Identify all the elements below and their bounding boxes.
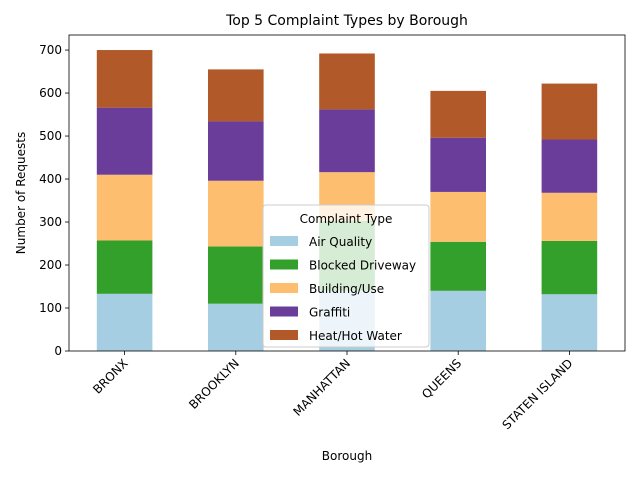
bar-segment-queens-2 bbox=[430, 191, 486, 242]
bar-segment-manhattan-4 bbox=[319, 53, 375, 110]
legend-swatch bbox=[270, 259, 298, 270]
y-tick-label: 400 bbox=[39, 172, 62, 186]
y-tick-label: 600 bbox=[39, 86, 62, 100]
legend-label: Air Quality bbox=[309, 235, 372, 249]
x-tick-label: BRONX bbox=[90, 356, 130, 396]
bar-segment-bronx-2 bbox=[96, 174, 153, 241]
y-tick-label: 100 bbox=[39, 301, 62, 315]
bar-segment-brooklyn-1 bbox=[208, 246, 264, 304]
bar-segment-manhattan-3 bbox=[319, 109, 375, 173]
bar-segment-bronx-0 bbox=[96, 293, 153, 351]
x-tick-label: BROOKLYN bbox=[186, 356, 242, 412]
bar-segment-brooklyn-0 bbox=[208, 303, 264, 351]
legend-label: Heat/Hot Water bbox=[309, 329, 402, 343]
y-axis: 0 100 200 300 400 500 600 700 bbox=[39, 43, 69, 358]
bar-segment-brooklyn-4 bbox=[208, 69, 264, 122]
bar-segment-brooklyn-3 bbox=[208, 121, 264, 181]
y-tick-label: 300 bbox=[39, 215, 62, 229]
x-tick-label: QUEENS bbox=[419, 356, 464, 401]
bar-segment-brooklyn-2 bbox=[208, 180, 264, 247]
bar-segment-staten-island-2 bbox=[541, 192, 598, 241]
bar-segment-queens-4 bbox=[430, 90, 486, 138]
plot-frame bbox=[68, 34, 626, 352]
bar-segment-staten-island-3 bbox=[541, 139, 598, 193]
y-tick-label: 700 bbox=[39, 43, 62, 57]
legend-title: Complaint Type bbox=[300, 212, 393, 226]
legend-label: Graffiti bbox=[309, 306, 350, 320]
bar-segment-staten-island-1 bbox=[541, 240, 598, 295]
bar-segment-staten-island-0 bbox=[541, 294, 598, 351]
chart-title: Top 5 Complaint Types by Borough bbox=[225, 13, 468, 29]
bar-segment-staten-island-4 bbox=[541, 83, 598, 140]
y-tick-label: 500 bbox=[39, 129, 62, 143]
legend-swatch bbox=[270, 306, 298, 317]
y-tick-label: 0 bbox=[54, 344, 62, 358]
legend-swatch bbox=[270, 236, 298, 246]
bar-segment-bronx-1 bbox=[96, 240, 153, 294]
bar-segment-bronx-3 bbox=[96, 107, 153, 175]
x-tick-label: MANHATTAN bbox=[291, 356, 354, 419]
bar-segment-queens-1 bbox=[430, 241, 486, 291]
bar-segment-queens-0 bbox=[430, 290, 486, 351]
x-axis-title: Borough bbox=[322, 449, 372, 463]
legend-box bbox=[262, 204, 430, 348]
x-tick-label: STATEN ISLAND bbox=[499, 356, 575, 432]
legend: Complaint Type Air Quality Blocked Drivewa… bbox=[262, 204, 430, 348]
y-tick-label: 200 bbox=[39, 258, 62, 272]
legend-swatch bbox=[270, 330, 298, 340]
legend-label: Blocked Driveway bbox=[309, 259, 416, 273]
bar-segment-queens-3 bbox=[430, 137, 486, 192]
y-axis-title: Number of Requests bbox=[14, 132, 28, 254]
legend-label: Building/Use bbox=[309, 282, 384, 296]
x-axis: BRONX BROOKLYN MANHATTAN QUEENS STATEN ISLAN… bbox=[90, 351, 576, 432]
bar-segment-bronx-4 bbox=[96, 50, 153, 108]
legend-swatch bbox=[270, 283, 298, 293]
